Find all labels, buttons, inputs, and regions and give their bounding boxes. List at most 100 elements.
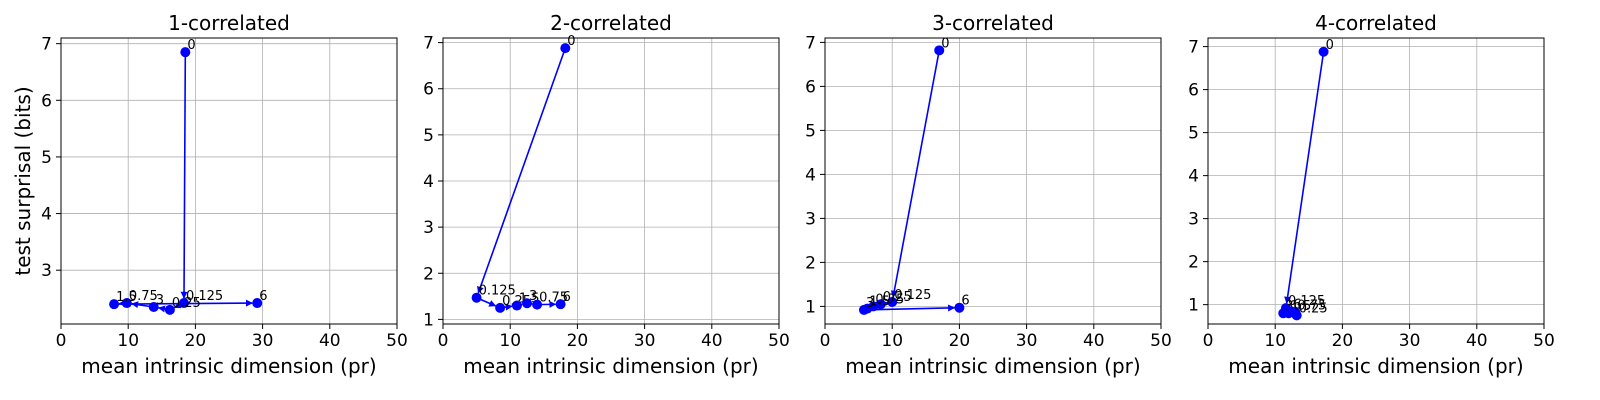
x-tick-label: 20 (185, 331, 207, 351)
data-point (1286, 306, 1297, 317)
y-tick-label: 2 (1188, 253, 1199, 273)
plot-frame (824, 37, 1162, 325)
y-tick-label: 5 (805, 121, 816, 141)
x-tick-label: 40 (1466, 331, 1488, 351)
data-point-label: 3 (156, 293, 164, 308)
x-tick-label: 30 (1016, 331, 1038, 351)
y-tick-label: 6 (1188, 81, 1199, 101)
data-point-label: 0.125 (1288, 294, 1325, 309)
data-point-label: 6 (563, 290, 571, 305)
data-point-label: 0.25 (883, 290, 912, 305)
x-tick-label: 10 (881, 331, 903, 351)
data-point-label: 6 (961, 294, 969, 309)
x-tick-label: 10 (499, 331, 521, 351)
x-tick-label: 0 (820, 331, 831, 351)
x-tick-label: 50 (386, 331, 408, 351)
data-point (522, 298, 532, 309)
y-tick-label: 1 (423, 310, 434, 330)
data-point-label: 3 (1285, 299, 1293, 314)
y-tick-label: 6 (805, 77, 816, 97)
y-tick-label: 4 (1188, 167, 1199, 187)
data-point-label: 3 (866, 296, 874, 311)
data-point (954, 302, 965, 313)
y-tick-label: 4 (41, 205, 52, 225)
data-point (934, 45, 945, 56)
x-tick-label: 50 (1150, 331, 1172, 351)
x-tick-label: 0 (438, 331, 449, 351)
path-arrow-3-to-6 (863, 304, 956, 312)
y-tick-label: 1 (805, 297, 816, 317)
x-axis-label: mean intrinsic dimension (pr) (1228, 354, 1523, 378)
data-point-label: 0.25 (172, 296, 201, 311)
x-tick-label: 20 (1332, 331, 1354, 351)
data-point-label: 0 (941, 36, 949, 51)
y-tick-label: 3 (41, 261, 52, 281)
data-point-label: 1.5 (116, 290, 137, 305)
plot-frame (1207, 37, 1545, 325)
data-point (555, 299, 566, 310)
x-tick-label: 30 (1399, 331, 1421, 351)
y-tick-label: 3 (805, 209, 816, 229)
x-tick-label: 50 (768, 331, 790, 351)
panel-title: 1-correlated (168, 11, 290, 35)
y-tick-label: 3 (1188, 210, 1199, 230)
data-point-label: 6 (1293, 298, 1301, 313)
data-point (887, 297, 898, 307)
path-arrow-0-to-0.125 (1284, 51, 1325, 304)
data-point (178, 298, 189, 309)
x-axis-label: mean intrinsic dimension (pr) (845, 354, 1140, 378)
data-point-label: 0.125 (479, 284, 516, 299)
y-tick-label: 4 (423, 172, 434, 192)
data-point (180, 47, 191, 58)
x-tick-label: 0 (1203, 331, 1214, 351)
data-point (532, 299, 543, 310)
y-tick-label: 7 (423, 34, 434, 54)
y-tick-label: 4 (805, 165, 816, 185)
data-point (164, 304, 175, 315)
plot-frame (60, 37, 398, 325)
data-point-label: 0.75 (1297, 298, 1326, 313)
data-point (471, 292, 482, 303)
data-point-label: 1.5 (869, 295, 890, 310)
data-point-label: 0 (1326, 38, 1334, 53)
data-point-label: 0 (187, 38, 195, 53)
data-point (121, 298, 132, 309)
data-point-label: 0.125 (186, 289, 223, 304)
y-tick-label: 2 (423, 264, 434, 284)
x-tick-label: 30 (634, 331, 656, 351)
x-axis-label: mean intrinsic dimension (pr) (463, 354, 758, 378)
x-tick-label: 30 (252, 331, 274, 351)
y-tick-label: 3 (423, 218, 434, 238)
panel-title: 2-correlated (550, 11, 672, 35)
x-tick-label: 40 (319, 331, 341, 351)
panel-title: 3-correlated (932, 11, 1054, 35)
data-point (148, 302, 159, 313)
y-tick-label: 7 (805, 33, 816, 53)
y-tick-label: 7 (1188, 38, 1199, 58)
data-point (109, 299, 120, 310)
x-tick-label: 20 (949, 331, 971, 351)
path-arrow-0-to-0.125 (180, 52, 188, 299)
y-tick-label: 5 (423, 126, 434, 146)
y-tick-label: 2 (805, 253, 816, 273)
y-tick-label: 5 (1188, 124, 1199, 144)
path-arrow-0-to-0.125 (890, 50, 941, 298)
data-point-label: 0 (567, 34, 575, 49)
data-point-label: 6 (259, 289, 267, 304)
x-axis-label: mean intrinsic dimension (pr) (81, 354, 376, 378)
data-point (1278, 308, 1289, 319)
data-point (1318, 46, 1329, 57)
data-point-label: 0.125 (894, 288, 931, 303)
data-point (511, 300, 522, 311)
x-tick-label: 0 (56, 331, 67, 351)
data-point-label: 0.75 (129, 289, 158, 304)
y-axis-label: test surprisal (bits) (11, 86, 35, 275)
data-point-label: 0.25 (1299, 301, 1328, 316)
